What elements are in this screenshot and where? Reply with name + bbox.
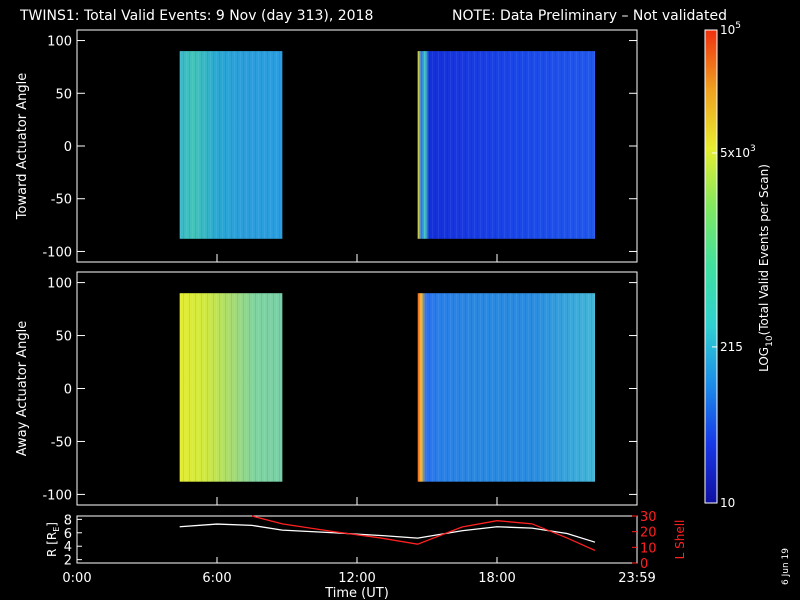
colorbar-tick-label: 215 [720, 340, 743, 354]
colorbar-tick-label: 5x103 [720, 144, 756, 160]
date-stamp: 6 Jun 19 [781, 548, 791, 585]
ephem-right-tick-label: 10 [640, 541, 657, 556]
y-tick-label: 0 [64, 383, 72, 398]
y-axis-label: Away Actuator Angle [15, 321, 30, 456]
bottom-heatmap-panel: 100 50 0 -50 -100 Away Actuator Angle [15, 271, 638, 506]
y-axis-label: Toward Actuator Angle [15, 73, 30, 220]
colorbar-label: LOG10(Total Valid Events per Scan) [757, 164, 775, 372]
heatmap-texture [179, 293, 283, 482]
y-tick-label: 100 [47, 277, 72, 292]
x-tick-label: 18:00 [478, 571, 515, 586]
colorbar-tick-label: 10 [720, 496, 735, 510]
y-tick-label: -50 [51, 193, 72, 208]
x-tick-label: 23:59 [618, 571, 655, 586]
ephemeris-frame [76, 515, 638, 564]
ephem-left-tick-label: 2 [64, 554, 72, 569]
y-tick-label: -50 [51, 435, 72, 450]
y-tick-label: -100 [42, 245, 72, 260]
y-tick-label: 100 [47, 35, 72, 50]
heatmap-texture [417, 51, 595, 239]
x-axis-label: Time (UT) [324, 586, 389, 600]
preliminary-note: NOTE: Data Preliminary – Not validated [452, 8, 727, 24]
plot-title: TWINS1: Total Valid Events: 9 Nov (day 3… [19, 8, 373, 24]
heatmap-texture [179, 51, 283, 239]
x-tick-label: 12:00 [338, 571, 375, 586]
ephem-right-label: L Shell [673, 520, 687, 560]
colorbar-scale [704, 29, 718, 504]
radius-line [179, 523, 596, 543]
lshell-line [251, 515, 596, 552]
ephem-left-label: R [RE] [45, 522, 61, 557]
y-tick-label: 50 [55, 87, 72, 102]
y-tick-label: 50 [55, 330, 72, 345]
ephem-right-tick-label: 20 [640, 526, 657, 541]
ephem-right-tick-label: 30 [640, 510, 657, 525]
ephem-right-tick-label: 0 [640, 557, 648, 572]
x-tick-label: 6:00 [202, 571, 231, 586]
ephem-left-tick-label: 8 [64, 513, 72, 528]
y-tick-label: -100 [42, 488, 72, 503]
x-tick-label: 0:00 [62, 571, 91, 586]
colorbar-tick-label: 105 [720, 21, 741, 37]
y-tick-label: 0 [64, 140, 72, 155]
ephem-left-tick-label: 4 [64, 540, 72, 555]
ephem-left-tick-label: 6 [64, 527, 72, 542]
heatmap-texture [417, 293, 595, 482]
top-heatmap-panel: 100 50 0 -50 -100 Toward Actuator Angle [15, 29, 638, 263]
colorbar: LOG10(Total Valid Events per Scan) 105 5x… [704, 21, 775, 510]
